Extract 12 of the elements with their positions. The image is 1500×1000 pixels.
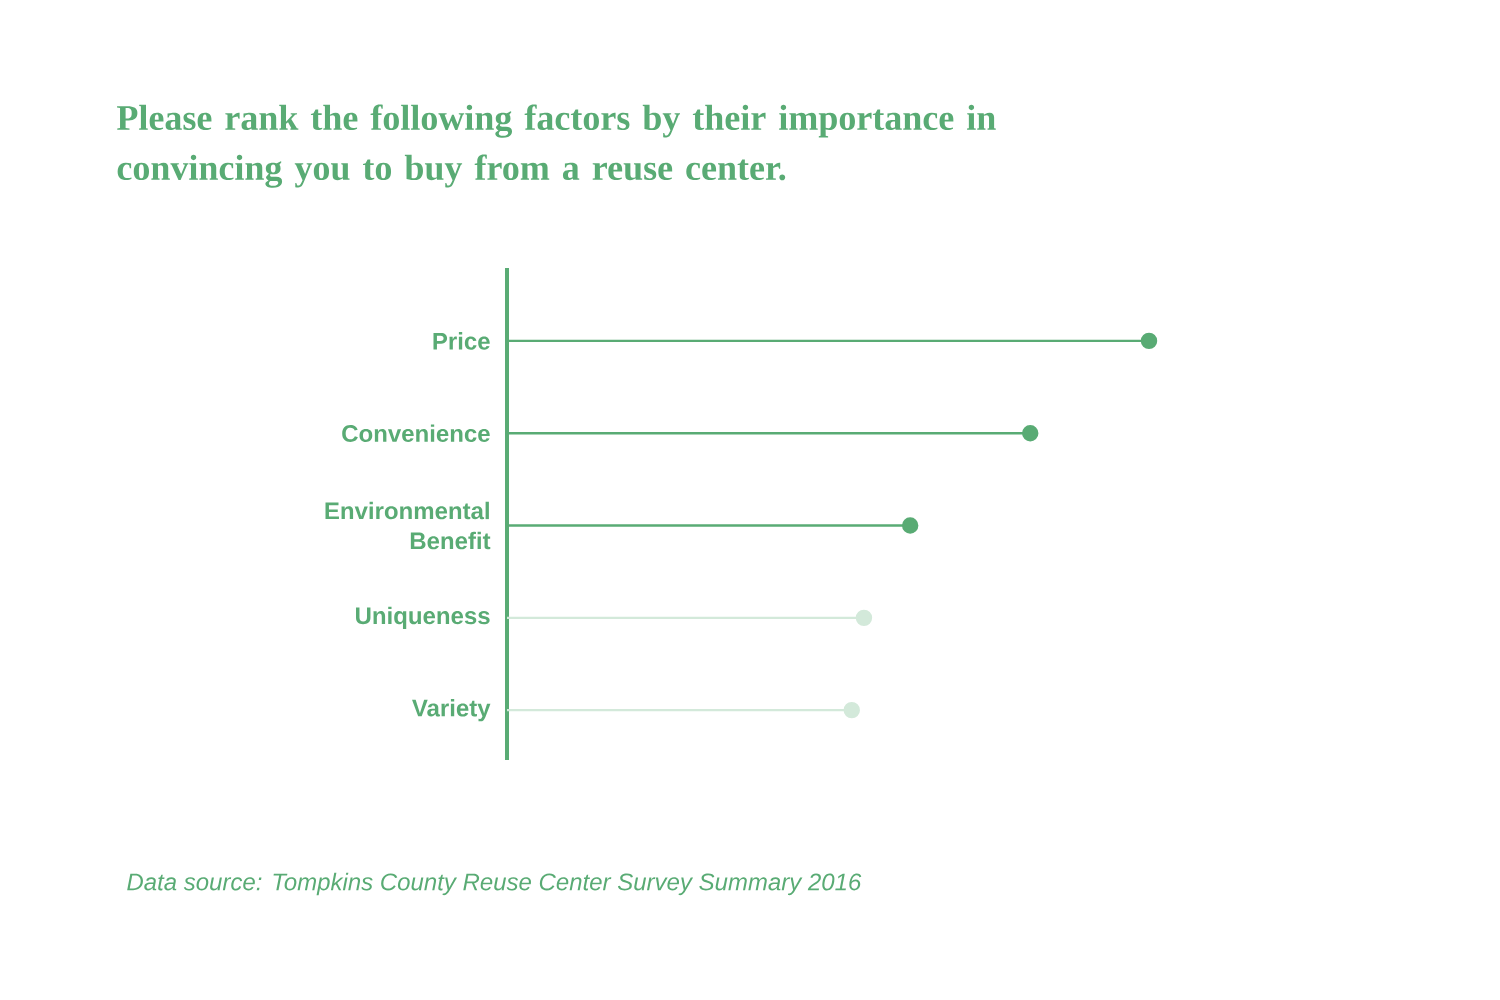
chart-title: Please rank the following factors by their importance in convincing you to buy from a reuse center.: [117, 104, 996, 188]
point: [901, 517, 919, 534]
text: Data source: Tompkins County Reuse Center Survey Summary 2016: [127, 872, 862, 896]
point: [843, 701, 860, 719]
y-tick-label: Price: [433, 332, 490, 350]
y-tick-label: Uniqueness: [356, 606, 490, 630]
point: [1022, 425, 1039, 442]
y-tick-label: Variety: [412, 698, 491, 722]
y-tick-label: Environmental Benefit: [325, 501, 491, 550]
y-tick-label: Convenience: [342, 424, 490, 443]
point: [855, 609, 873, 627]
point: [1140, 332, 1158, 350]
